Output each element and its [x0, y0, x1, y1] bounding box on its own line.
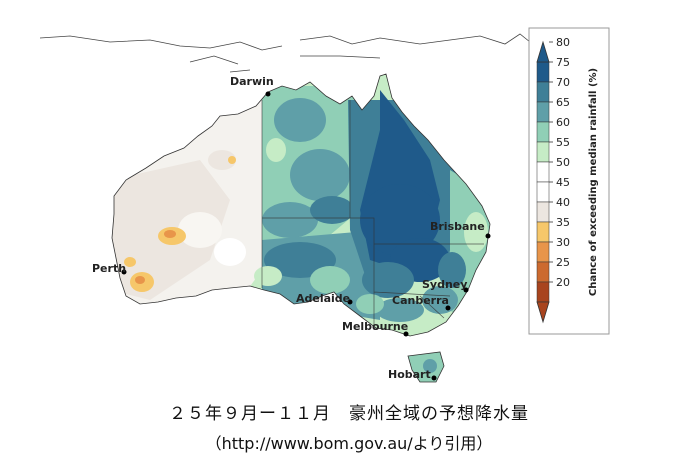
colorbar-band-70-75 — [536, 81, 550, 103]
city-perth: Perth — [92, 262, 127, 275]
colorbar-tick-label: 55 — [556, 136, 570, 149]
colorbar-band-55-60 — [536, 141, 550, 163]
svg-text:Darwin: Darwin — [230, 75, 274, 88]
colorbar-tick-label: 20 — [556, 276, 570, 289]
colorbar-band-20-25 — [536, 281, 550, 303]
colorbar-tick-label: 70 — [556, 76, 570, 89]
colorbar-tick-label: 40 — [556, 196, 570, 209]
city-melbourne: Melbourne — [342, 320, 409, 337]
colorbar-band-40-45 — [536, 201, 550, 223]
colorbar-band-60-65 — [536, 121, 550, 143]
colorbar-ticks: 80 75 70 65 60 55 50 45 40 35 30 25 20 — [549, 36, 570, 289]
svg-text:Canberra: Canberra — [392, 294, 449, 307]
state-borders — [261, 100, 484, 330]
australia-coastline — [111, 73, 491, 337]
svg-text:Hobart: Hobart — [388, 368, 431, 381]
colorbar-tick-label: 60 — [556, 116, 570, 129]
svg-text:Melbourne: Melbourne — [342, 320, 408, 333]
colorbar-tick-label: 30 — [556, 236, 570, 249]
colorbar-tick-label: 45 — [556, 176, 570, 189]
colorbar-bottom-arrow — [536, 301, 550, 324]
colorbar-tick-label: 25 — [556, 256, 570, 269]
colorbar-band-30-35 — [536, 241, 550, 263]
colorbar-tick-label: 80 — [556, 36, 570, 49]
rainfall-outlook-map: Darwin Perth Adelaide Melbourne Canberra… — [39, 27, 610, 383]
city-adelaide: Adelaide — [296, 292, 353, 305]
colorbar-band-45-50 — [536, 181, 550, 203]
city-sydney: Sydney — [422, 278, 469, 293]
svg-text:Sydney: Sydney — [422, 278, 467, 291]
city-hobart: Hobart — [388, 368, 437, 381]
city-canberra: Canberra — [392, 294, 451, 311]
png-coastline — [39, 33, 531, 73]
city-darwin: Darwin — [230, 75, 274, 97]
colorbar-top-arrow — [536, 40, 550, 63]
svg-text:Adelaide: Adelaide — [296, 292, 350, 305]
colorbar-title: Chance of exceeding median rainfall (%) — [588, 68, 599, 296]
colorbar-legend: 80 75 70 65 60 55 50 45 40 35 30 25 20 Chance of exc… — [528, 27, 610, 335]
caption-source: （http://www.bom.gov.au/より引用） — [205, 434, 493, 453]
colorbar-tick-label: 50 — [556, 156, 570, 169]
svg-text:Perth: Perth — [92, 262, 126, 275]
colorbar-band-35-40 — [536, 221, 550, 243]
colorbar-band-25-30 — [536, 261, 550, 283]
colorbar-band-65-70 — [536, 101, 550, 123]
colorbar-bands — [536, 61, 550, 303]
colorbar-tick-label: 65 — [556, 96, 570, 109]
colorbar-tick-label: 75 — [556, 56, 570, 69]
colorbar-band-75-80 — [536, 61, 550, 83]
colorbar-band-50-55 — [536, 161, 550, 183]
colorbar-tick-label: 35 — [556, 216, 570, 229]
svg-text:Brisbane: Brisbane — [430, 220, 485, 233]
caption-title: ２５年９月ー１１月 豪州全域の予想降水量 — [169, 404, 529, 424]
city-brisbane: Brisbane — [430, 220, 491, 239]
